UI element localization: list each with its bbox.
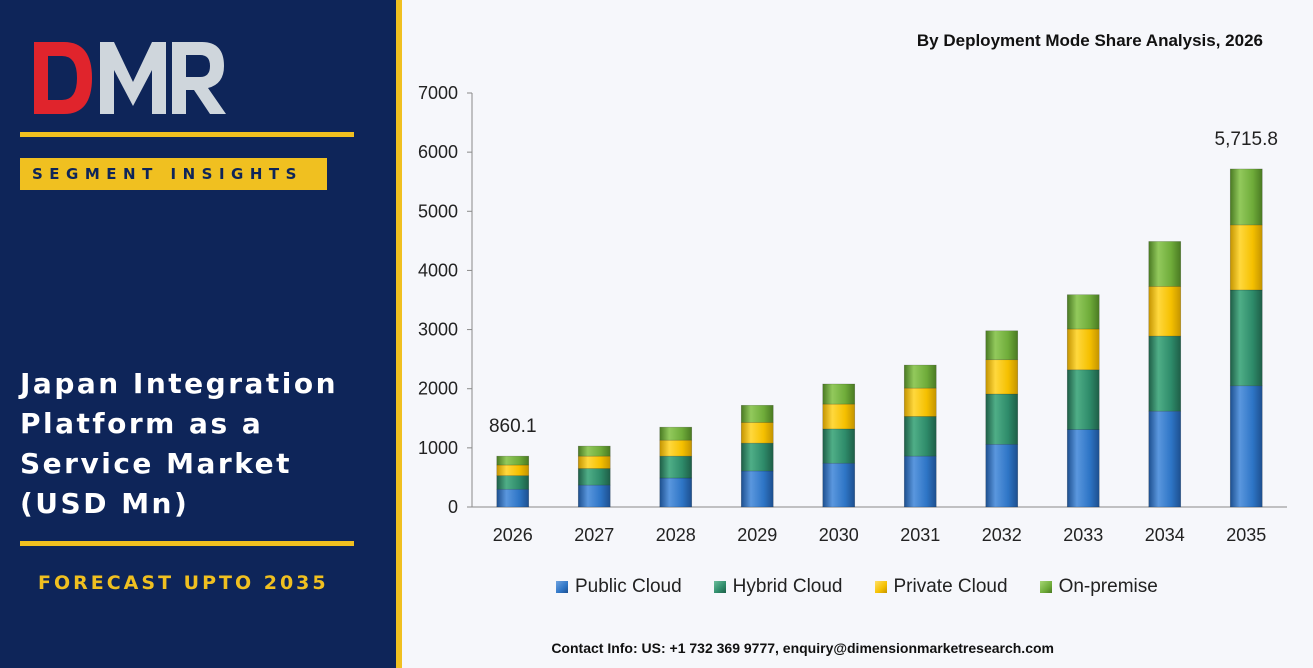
bar-on-premise-2029 (740, 404, 774, 423)
bar-private-cloud-2026 (496, 464, 530, 476)
bar-on-premise-2027 (577, 445, 611, 457)
bar-hybrid-cloud-2030 (822, 428, 856, 464)
x-tick-label: 2033 (1063, 525, 1103, 545)
bar-on-premise-2033 (1066, 294, 1100, 330)
legend-swatch-public-cloud (556, 581, 568, 593)
x-tick-label: 2035 (1226, 525, 1266, 545)
x-tick-label: 2029 (737, 525, 777, 545)
bar-hybrid-cloud-2031 (903, 416, 937, 457)
bar-public-cloud-2031 (903, 455, 937, 508)
bar-hybrid-cloud-2033 (1066, 369, 1100, 430)
market-title-line: (USD Mn) (20, 487, 190, 520)
legend-swatch-on-premise (1039, 581, 1052, 593)
bar-on-premise-2032 (985, 330, 1019, 361)
bar-public-cloud-2033 (1066, 429, 1100, 508)
chart-legend: Public Cloud Hybrid Cloud Private Cloud … (556, 575, 1190, 599)
y-tick-label: 2000 (418, 379, 458, 399)
bar-private-cloud-2030 (822, 403, 856, 430)
gold-divider (396, 0, 402, 668)
bar-private-cloud-2033 (1066, 328, 1100, 371)
bar-private-cloud-2029 (740, 422, 774, 444)
logo-letter-m (100, 42, 166, 114)
market-title-line: Platform as a (20, 407, 264, 440)
bar-private-cloud-2027 (577, 455, 611, 469)
x-tick-label: 2032 (982, 525, 1022, 545)
chart-title: By Deployment Mode Share Analysis, 2026 (916, 31, 1263, 50)
gold-rule-top (20, 132, 354, 137)
bar-hybrid-cloud-2035 (1229, 289, 1263, 387)
bar-private-cloud-2028 (659, 439, 693, 457)
bar-on-premise-2026 (496, 455, 530, 466)
x-tick-label: 2031 (900, 525, 940, 545)
bar-public-cloud-2034 (1148, 410, 1182, 508)
legend-label: Public Cloud (575, 576, 682, 597)
bar-hybrid-cloud-2028 (659, 455, 693, 479)
market-title-line: Japan Integration (20, 367, 339, 400)
legend-swatch-hybrid-cloud (713, 581, 726, 593)
contact-info: Contact Info: US: +1 732 369 9777, enqui… (551, 640, 1054, 656)
bar-public-cloud-2030 (822, 462, 856, 508)
dmr-logo (34, 42, 226, 114)
legend-item-on-premise: On-premise (1039, 576, 1158, 598)
legend-item-private-cloud: Private Cloud (874, 576, 1008, 598)
bar-public-cloud-2035 (1229, 385, 1263, 508)
bar-private-cloud-2032 (985, 359, 1019, 395)
bar-public-cloud-2026 (496, 488, 530, 508)
left-panel: SEGMENT INSIGHTS Japan Integration Platf… (0, 0, 396, 668)
legend-item-public-cloud: Public Cloud (556, 576, 682, 598)
bar-private-cloud-2035 (1229, 224, 1263, 291)
stacked-bar-chart: 0 1000 2000 3000 4000 5000 6000 7000 2026 860.1 20… (418, 83, 1287, 545)
bar-public-cloud-2028 (659, 477, 693, 508)
logo-letter-r (172, 42, 226, 114)
gold-rule-bottom (20, 541, 354, 546)
bar-on-premise-2028 (659, 426, 693, 441)
y-tick-label: 0 (448, 497, 458, 517)
bar-public-cloud-2029 (740, 470, 774, 508)
market-title-line: Service Market (20, 447, 292, 480)
bar-hybrid-cloud-2027 (577, 468, 611, 486)
bar-hybrid-cloud-2034 (1148, 335, 1182, 412)
bar-public-cloud-2027 (577, 484, 611, 508)
bar-hybrid-cloud-2032 (985, 393, 1019, 445)
y-tick-label: 3000 (418, 320, 458, 340)
segment-insights-badge: SEGMENT INSIGHTS (20, 158, 327, 190)
y-tick-label: 7000 (418, 83, 458, 103)
x-tick-label: 2030 (819, 525, 859, 545)
legend-label: On-premise (1058, 576, 1158, 597)
legend-swatch-private-cloud (874, 581, 887, 593)
market-title: Japan Integration Platform as a Service … (20, 364, 380, 524)
data-label-2026: 860.1 (489, 416, 537, 437)
x-tick-label: 2027 (574, 525, 614, 545)
bar-on-premise-2034 (1148, 241, 1182, 287)
bar-on-premise-2031 (903, 364, 937, 389)
x-tick-label: 2026 (493, 525, 533, 545)
y-tick-label: 6000 (418, 142, 458, 162)
y-tick-label: 1000 (418, 438, 458, 458)
logo-letter-d (34, 42, 92, 114)
x-tick-label: 2028 (656, 525, 696, 545)
legend-item-hybrid-cloud: Hybrid Cloud (713, 576, 843, 598)
bar-on-premise-2030 (822, 383, 856, 405)
legend-label: Private Cloud (893, 576, 1008, 597)
x-tick-label: 2034 (1145, 525, 1185, 545)
bar-public-cloud-2032 (985, 444, 1019, 508)
forecast-text: FORECAST UPTO 2035 (38, 572, 329, 594)
y-tick-label: 4000 (418, 260, 458, 280)
bar-hybrid-cloud-2029 (740, 442, 774, 472)
bar-private-cloud-2034 (1148, 286, 1182, 337)
y-tick-label: 5000 (418, 201, 458, 221)
legend-label: Hybrid Cloud (732, 576, 843, 597)
bar-private-cloud-2031 (903, 387, 937, 417)
bar-on-premise-2035 (1229, 168, 1263, 226)
bar-hybrid-cloud-2026 (496, 475, 530, 490)
data-label-2035: 5,715.8 (1215, 129, 1278, 150)
